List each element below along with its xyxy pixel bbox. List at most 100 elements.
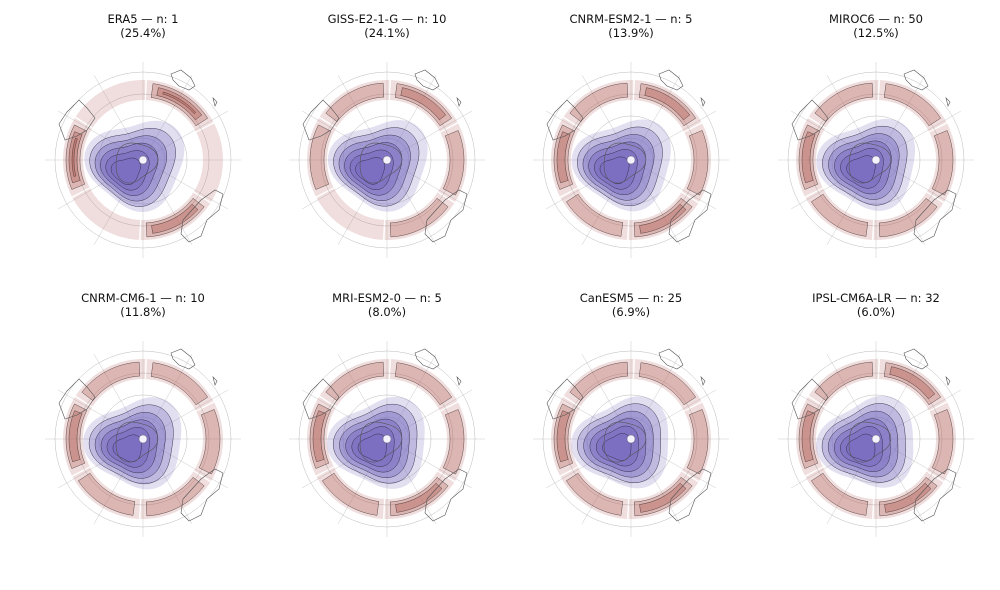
panel-canesm5: CanESM5 — n: 25 (6.9%): [511, 291, 751, 551]
panel-miroc6: MIROC6 — n: 50 (12.5%): [756, 12, 996, 272]
antarctica-coastline: [359, 421, 403, 463]
antarctica-coastline: [603, 421, 647, 463]
negative-anomaly-core: [326, 396, 425, 489]
positive-contour: [68, 410, 83, 463]
coastline: [658, 69, 684, 91]
positive-contour: [931, 130, 954, 196]
panel-title: MRI-ESM2-0 — n: 5 (8.0%): [267, 291, 507, 319]
positive-contour: [394, 362, 452, 406]
positive-contour: [389, 198, 449, 238]
coastlines: [791, 348, 957, 522]
coastline: [546, 378, 584, 420]
panel-title: MIROC6 — n: 50 (12.5%): [756, 12, 996, 40]
negative-contour: [599, 156, 630, 185]
positive-contour: [442, 409, 465, 475]
positive-contour: [384, 192, 455, 240]
model-share: (12.5%): [853, 26, 899, 40]
model-title: CNRM-CM6-1 — n: 10: [81, 291, 205, 305]
coastlines: [546, 348, 712, 522]
polar-map-era5: [45, 62, 241, 258]
pole-marker: [626, 155, 636, 165]
positive-contour: [65, 124, 88, 190]
positive-contour: [325, 82, 385, 122]
coastlines: [58, 69, 224, 243]
positive-contour: [309, 403, 332, 469]
positive-contour: [551, 396, 580, 476]
positive-contour: [72, 467, 140, 519]
positive-contour: [316, 467, 384, 519]
coastlines: [302, 69, 468, 243]
coastline: [546, 99, 584, 141]
positive-contour: [682, 123, 711, 203]
coastline: [212, 376, 218, 386]
coastline: [945, 97, 951, 107]
antarctica-coastline: [115, 421, 159, 463]
negative-anomaly-core: [816, 395, 914, 488]
positive-contour: [639, 203, 687, 234]
model-share: (6.0%): [856, 305, 896, 319]
positive-contour: [65, 403, 88, 469]
positive-contour: [639, 482, 687, 513]
model-share: (13.9%): [608, 26, 654, 40]
positive-contour: [644, 87, 691, 121]
coastline: [414, 348, 440, 370]
positive-contour: [569, 361, 629, 401]
positive-contour: [628, 471, 699, 519]
panel-title: ERA5 — n: 1 (25.4%): [23, 12, 263, 40]
coastlines: [791, 69, 957, 243]
positive-anomaly-ring: [63, 359, 223, 519]
antarctica-coastline: [603, 142, 647, 184]
positive-contour: [927, 402, 956, 482]
positive-contour: [927, 123, 956, 203]
positive-contour: [560, 467, 628, 519]
positive-contour: [400, 87, 447, 121]
model-title: ERA5 — n: 1: [107, 12, 179, 26]
positive-contour: [551, 117, 580, 197]
positive-contour: [879, 80, 947, 132]
positive-contour: [390, 80, 458, 132]
polar-map-cnrm-cm6-1: [45, 341, 241, 537]
positive-contour: [879, 359, 947, 411]
positive-contour: [312, 410, 327, 463]
pole-marker: [382, 155, 392, 165]
positive-contour: [931, 409, 954, 475]
coastline: [913, 468, 957, 522]
coastlines: [546, 69, 712, 243]
pole-marker: [138, 434, 148, 444]
pole-marker: [138, 155, 148, 165]
positive-contour: [145, 477, 205, 517]
coastline: [302, 99, 340, 141]
positive-contour: [384, 471, 455, 519]
positive-contour: [442, 130, 465, 196]
positive-contour: [686, 409, 709, 475]
positive-contour: [81, 361, 141, 401]
coastline: [791, 378, 829, 420]
positive-contour: [309, 124, 332, 190]
polar-map-cnrm-esm2-1: [533, 62, 729, 258]
positive-anomaly-ring: [796, 359, 956, 519]
negative-anomaly-core: [570, 396, 669, 489]
positive-contour: [316, 188, 384, 240]
coastline: [913, 189, 957, 243]
positive-contour: [162, 91, 197, 115]
coastlines: [302, 348, 468, 522]
antarctica-coastline: [359, 142, 403, 184]
coastline: [302, 378, 340, 420]
positive-anomaly-ring: [63, 80, 223, 240]
coastline: [456, 97, 462, 107]
coastline: [903, 348, 929, 370]
positive-contour: [682, 402, 711, 482]
coastline: [668, 468, 712, 522]
positive-contour: [140, 471, 211, 519]
panel-giss-e2-1-g: GISS-E2-1-G — n: 10 (24.1%): [267, 12, 507, 272]
coastline: [180, 468, 224, 522]
negative-anomaly-core: [83, 397, 182, 490]
positive-contour: [198, 409, 221, 475]
panel-title: CNRM-CM6-1 — n: 10 (11.8%): [23, 291, 263, 319]
panel-cnrm-esm2-1: CNRM-ESM2-1 — n: 5 (13.9%): [511, 12, 751, 272]
positive-contour: [150, 362, 208, 406]
antarctica-coastline: [848, 421, 892, 463]
model-share: (8.0%): [367, 305, 407, 319]
positive-anomaly-ring: [551, 80, 711, 240]
positive-contour: [814, 361, 874, 401]
